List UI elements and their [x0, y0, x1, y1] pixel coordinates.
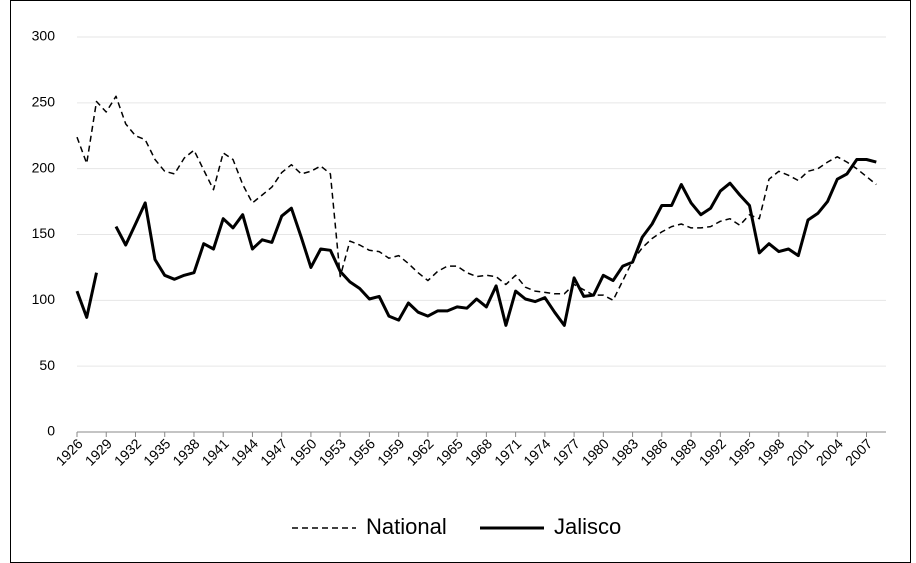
x-tick-label: 1926 [52, 435, 85, 468]
x-tick-label: 1959 [374, 435, 407, 468]
y-tick-label: 250 [32, 94, 56, 110]
x-tick-label: 1974 [520, 435, 553, 468]
x-tick-label: 1950 [286, 435, 319, 468]
legend-label: Jalisco [554, 514, 621, 539]
x-tick-label: 1995 [725, 435, 758, 468]
x-tick-label: 1962 [403, 435, 436, 468]
x-tick-label: 1947 [257, 435, 290, 468]
x-tick-label: 1998 [754, 435, 787, 468]
y-tick-label: 200 [32, 159, 56, 175]
x-tick-label: 1941 [199, 435, 232, 468]
y-tick-label: 300 [32, 28, 56, 44]
x-tick-label: 2001 [783, 435, 816, 468]
y-tick-label: 100 [32, 291, 56, 307]
x-tick-label: 1983 [608, 435, 641, 468]
x-tick-label: 2007 [842, 435, 875, 468]
y-tick-label: 50 [39, 357, 55, 373]
chart-border [10, 0, 911, 563]
x-tick-label: 1929 [82, 435, 115, 468]
x-tick-label: 1953 [316, 435, 349, 468]
series-line [76, 95, 877, 302]
x-tick-label: 1956 [345, 435, 378, 468]
x-tick-label: 1968 [462, 435, 495, 468]
series-line [75, 158, 877, 327]
x-tick-label: 1986 [637, 435, 670, 468]
x-tick-label: 1932 [111, 435, 144, 468]
y-tick-label: 150 [32, 225, 56, 241]
y-tick-label: 0 [47, 423, 55, 439]
x-tick-label: 2004 [813, 435, 846, 468]
x-tick-label: 1980 [579, 435, 612, 468]
x-tick-label: 1989 [666, 435, 699, 468]
x-tick-label: 1971 [491, 435, 524, 468]
x-tick-label: 1935 [140, 435, 173, 468]
x-tick-label: 1938 [169, 435, 202, 468]
x-tick-label: 1992 [696, 435, 729, 468]
x-tick-label: 1944 [228, 435, 261, 468]
x-tick-label: 1977 [549, 435, 582, 468]
legend-label: National [366, 514, 447, 539]
x-tick-label: 1965 [433, 435, 466, 468]
